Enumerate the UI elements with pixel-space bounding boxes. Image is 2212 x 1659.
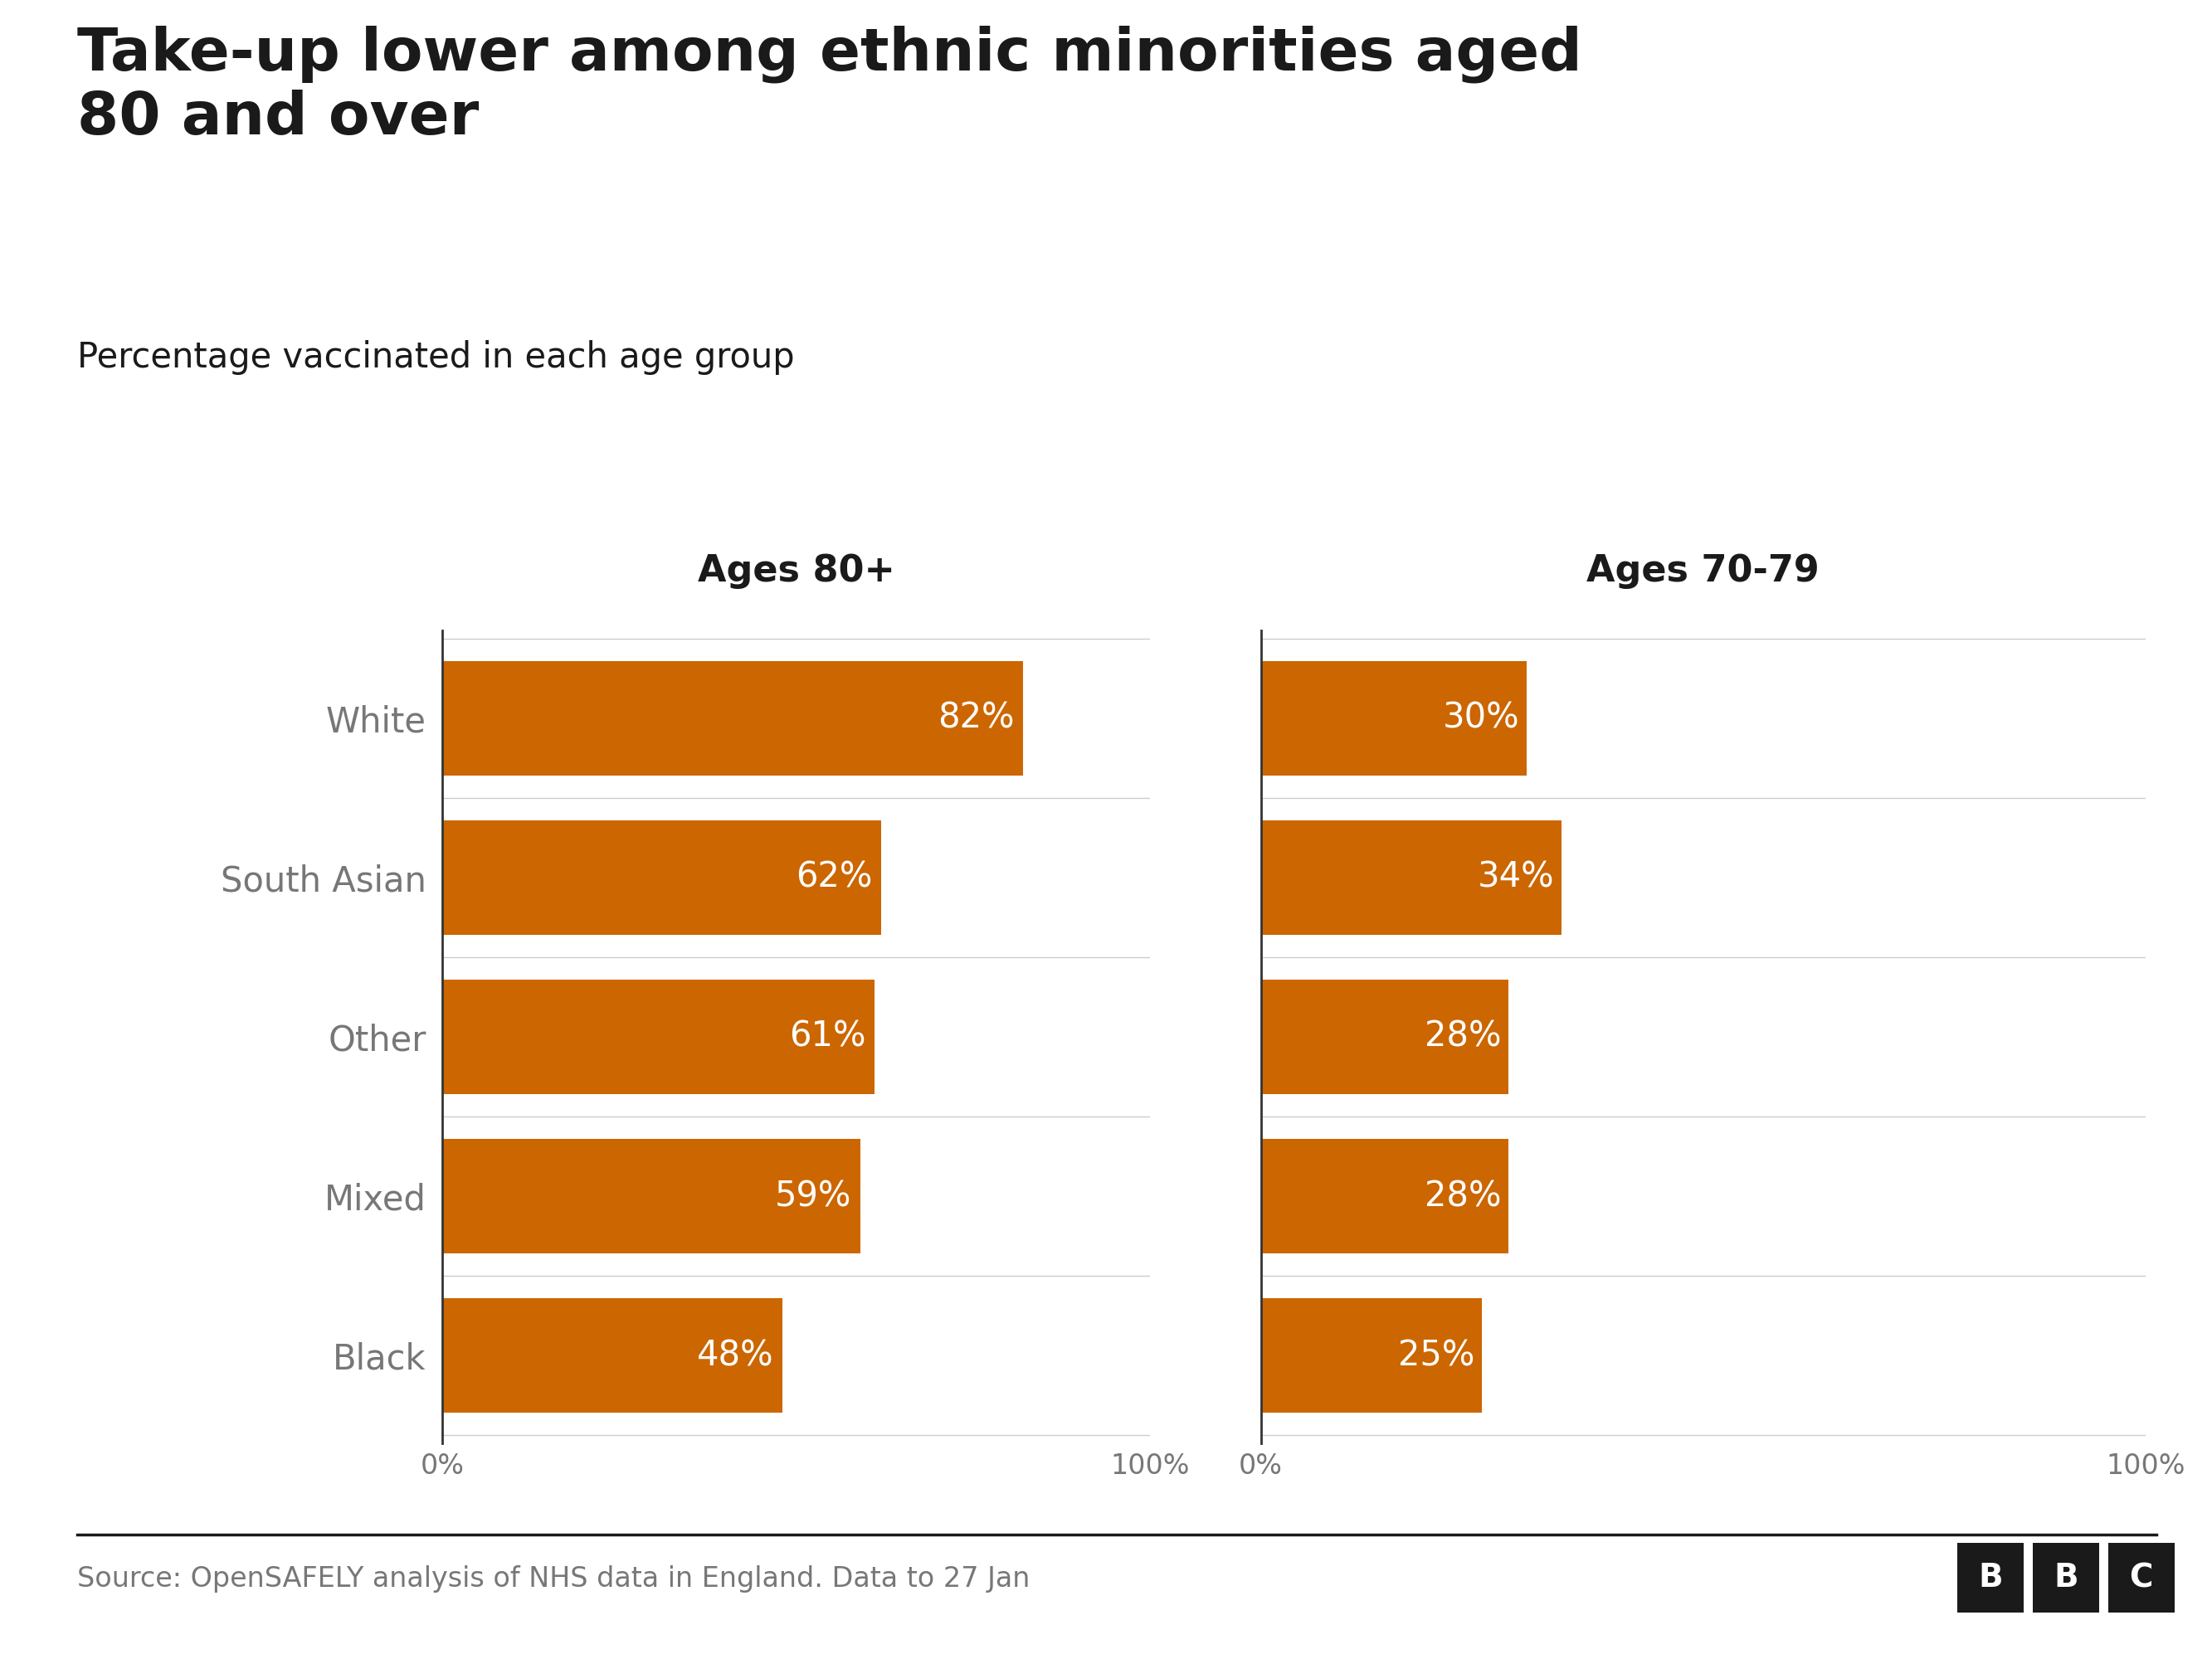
- Text: B: B: [1978, 1563, 2004, 1593]
- Text: 34%: 34%: [1478, 859, 1555, 894]
- Bar: [442, 820, 880, 936]
- Bar: [1261, 1299, 1482, 1413]
- Text: 59%: 59%: [774, 1180, 852, 1214]
- Text: 30%: 30%: [1442, 700, 1520, 735]
- Bar: [442, 1299, 783, 1413]
- Text: 25%: 25%: [1398, 1339, 1475, 1374]
- Text: Ages 70-79: Ages 70-79: [1586, 554, 1820, 589]
- Text: 61%: 61%: [790, 1019, 865, 1055]
- Bar: [1261, 820, 1562, 936]
- Text: 48%: 48%: [697, 1339, 774, 1374]
- Bar: [1261, 979, 1509, 1095]
- Text: 82%: 82%: [938, 700, 1015, 735]
- Text: 28%: 28%: [1425, 1019, 1502, 1055]
- Text: 28%: 28%: [1425, 1180, 1502, 1214]
- Bar: [1261, 660, 1526, 775]
- Bar: [1261, 1138, 1509, 1254]
- Text: 62%: 62%: [796, 859, 874, 894]
- Text: Take-up lower among ethnic minorities aged
80 and over: Take-up lower among ethnic minorities ag…: [77, 25, 1582, 146]
- Text: Percentage vaccinated in each age group: Percentage vaccinated in each age group: [77, 340, 794, 375]
- Bar: [442, 1138, 860, 1254]
- Text: B: B: [2053, 1563, 2079, 1593]
- Text: Ages 80+: Ages 80+: [697, 554, 896, 589]
- Text: Source: OpenSAFELY analysis of NHS data in England. Data to 27 Jan: Source: OpenSAFELY analysis of NHS data …: [77, 1566, 1031, 1593]
- Text: C: C: [2130, 1563, 2152, 1593]
- Bar: [442, 660, 1022, 775]
- Bar: [442, 979, 874, 1095]
